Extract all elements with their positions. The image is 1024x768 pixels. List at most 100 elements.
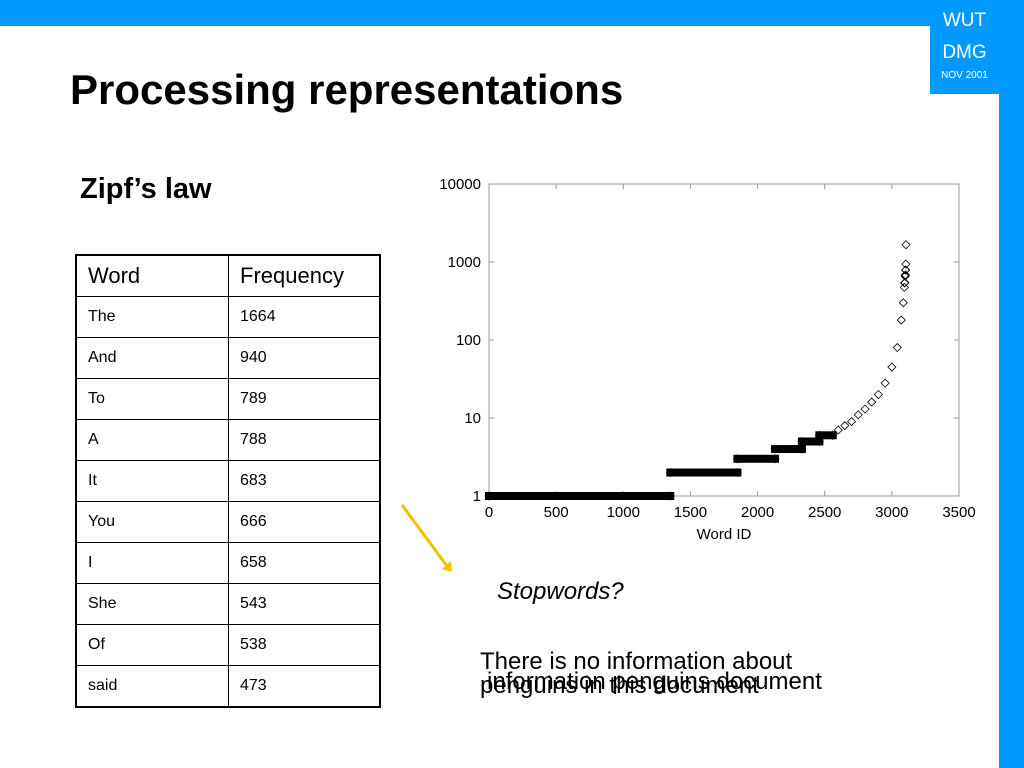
table-row: A 788 bbox=[75, 419, 381, 461]
data-point bbox=[900, 278, 910, 288]
segment-end-point bbox=[828, 430, 838, 440]
data-segment bbox=[797, 437, 824, 446]
table-row: It 683 bbox=[75, 460, 381, 502]
y-tick-label: 10000 bbox=[439, 176, 481, 193]
data-segment bbox=[666, 468, 742, 477]
word-cell: You bbox=[75, 501, 229, 543]
wut-dmg-logo: WUT DMG NOV 2001 bbox=[930, 0, 999, 94]
segment-start-point bbox=[484, 491, 494, 501]
header-frequency: Frequency bbox=[228, 254, 381, 297]
data-point bbox=[900, 270, 910, 280]
x-tick-label: 3500 bbox=[942, 504, 975, 521]
data-point bbox=[873, 389, 883, 400]
data-point bbox=[901, 259, 911, 269]
data-point bbox=[896, 315, 906, 325]
word-cell: It bbox=[75, 460, 229, 502]
frequency-cell: 788 bbox=[228, 419, 381, 461]
frequency-cell: 538 bbox=[228, 624, 381, 666]
x-tick-label: 1000 bbox=[607, 504, 640, 521]
y-tick-label: 100 bbox=[456, 332, 481, 349]
word-cell: The bbox=[75, 296, 229, 338]
data-point bbox=[887, 362, 897, 372]
data-point bbox=[892, 342, 902, 353]
x-tick-label: 500 bbox=[544, 504, 569, 521]
data-point bbox=[867, 397, 877, 407]
x-tick-label: 2000 bbox=[741, 504, 774, 521]
data-marks bbox=[484, 240, 911, 501]
plot-frame bbox=[488, 183, 960, 497]
segment-start-point bbox=[814, 430, 824, 440]
data-segment bbox=[815, 431, 837, 440]
frequency-cell: 789 bbox=[228, 378, 381, 420]
data-point bbox=[880, 378, 890, 388]
data-point bbox=[847, 417, 857, 427]
penguins-keywords: information penguins document bbox=[487, 668, 822, 695]
y-tick-label: 1 bbox=[473, 488, 481, 505]
word-cell: said bbox=[75, 665, 229, 708]
word-cell: To bbox=[75, 378, 229, 420]
word-cell: She bbox=[75, 583, 229, 625]
table-header-row: Word Frequency bbox=[75, 254, 381, 297]
frequency-cell: 658 bbox=[228, 542, 381, 584]
word-frequency-table: Word Frequency The 1664 And 940 To 789 A 788… bbox=[75, 254, 381, 708]
segment-end-point bbox=[665, 491, 675, 501]
segment-start-point bbox=[732, 454, 742, 464]
table-row: She 543 bbox=[75, 583, 381, 625]
frequency-cell: 940 bbox=[228, 337, 381, 379]
arrow-icon bbox=[400, 504, 452, 572]
word-cell: And bbox=[75, 337, 229, 379]
top-accent-bar bbox=[0, 0, 1024, 26]
table-row: And 940 bbox=[75, 337, 381, 379]
data-point bbox=[901, 240, 911, 250]
slide-title: Processing representations bbox=[70, 66, 624, 113]
logo-line-wut: WUT bbox=[942, 10, 987, 31]
data-point bbox=[833, 425, 843, 435]
segment-start-point bbox=[665, 467, 675, 478]
segment-end-point bbox=[770, 454, 780, 464]
stopwords-label: Stopwords? bbox=[497, 578, 624, 605]
data-point bbox=[853, 410, 863, 420]
segment-start-point bbox=[797, 436, 807, 447]
header-word: Word bbox=[75, 254, 229, 297]
frequency-cell: 473 bbox=[228, 665, 381, 708]
data-segment bbox=[771, 445, 806, 454]
segment-end-point bbox=[732, 467, 742, 478]
frequency-cell: 683 bbox=[228, 460, 381, 502]
data-point bbox=[898, 298, 908, 308]
frequency-cell: 543 bbox=[228, 583, 381, 625]
data-segment bbox=[733, 454, 780, 463]
segment-end-point bbox=[797, 444, 807, 454]
table-row: You 666 bbox=[75, 501, 381, 543]
data-point bbox=[901, 265, 911, 275]
logo-line-dmg: DMG bbox=[942, 42, 987, 63]
x-axis-ticks: 0 500 1000 1500 2000 2500 3000 3500 bbox=[485, 184, 976, 521]
word-cell: Of bbox=[75, 624, 229, 666]
segment-start-point bbox=[770, 444, 780, 454]
y-axis-ticks: 1 10 100 1000 10000 bbox=[439, 176, 959, 505]
x-tick-label: 3000 bbox=[875, 504, 908, 521]
word-cell: I bbox=[75, 542, 229, 584]
table-row: I 658 bbox=[75, 542, 381, 584]
x-axis-label: Word ID bbox=[697, 526, 752, 543]
x-tick-label: 0 bbox=[485, 504, 493, 521]
y-tick-label: 1000 bbox=[448, 254, 481, 271]
slide-subtitle: Zipf’s law bbox=[80, 173, 212, 205]
logo-line-date: NOV 2001 bbox=[941, 70, 988, 81]
data-segment bbox=[485, 492, 675, 500]
data-point bbox=[899, 282, 909, 292]
data-point bbox=[860, 404, 870, 414]
table-row: To 789 bbox=[75, 378, 381, 420]
y-tick-label: 10 bbox=[464, 410, 481, 427]
table-row: said 473 bbox=[75, 665, 381, 708]
penguins-sentence: There is no information about penguins i… bbox=[480, 648, 793, 699]
table-row: Of 538 bbox=[75, 624, 381, 666]
word-cell: A bbox=[75, 419, 229, 461]
segment-end-point bbox=[814, 436, 824, 447]
data-point bbox=[840, 420, 850, 431]
frequency-cell: 666 bbox=[228, 501, 381, 543]
data-point bbox=[900, 271, 910, 281]
x-tick-label: 1500 bbox=[674, 504, 707, 521]
table-row: The 1664 bbox=[75, 296, 381, 338]
right-accent-bar bbox=[999, 0, 1024, 768]
zipf-scatter-chart: 1 10 100 1000 10000 0 500 1000 1500 2000 2500 3000… bbox=[439, 176, 976, 543]
